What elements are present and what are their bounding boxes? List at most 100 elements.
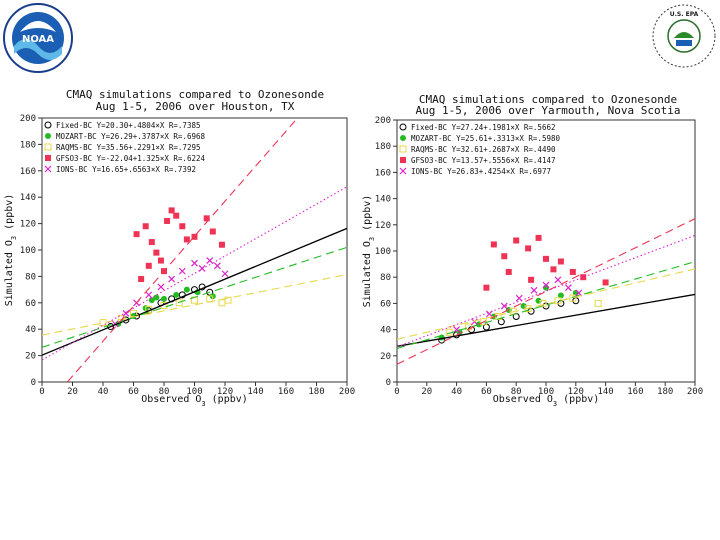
data-point-ions xyxy=(122,309,130,317)
data-point-fixed xyxy=(178,291,186,299)
data-point-gfso3 xyxy=(153,249,160,256)
x-tick-label: 100 xyxy=(538,387,554,397)
y-tick-label: 140 xyxy=(20,193,36,203)
epa-logo: U.S. EPA xyxy=(652,4,716,68)
data-point-gfso3 xyxy=(535,234,542,241)
y-tick-label: 60 xyxy=(25,299,36,309)
data-point-gfso3 xyxy=(580,274,587,281)
legend-entry-fixed: Fixed-BC Y=20.30+.4804×X R=.7385 xyxy=(56,121,201,130)
fit-line-ions xyxy=(42,186,347,361)
fit-line-fixed xyxy=(42,227,347,356)
data-point-ions xyxy=(471,318,478,326)
data-point-ions xyxy=(178,267,186,275)
data-point-gfso3 xyxy=(191,233,198,240)
data-point-ions xyxy=(554,276,562,284)
data-point-gfso3 xyxy=(164,217,171,224)
legend-entry-fixed: Fixed-BC Y=27.24+.1981×X R=.5662 xyxy=(411,123,556,132)
data-point-ions xyxy=(157,283,165,291)
y-tick-label: 100 xyxy=(375,247,391,257)
data-point-gfso3 xyxy=(179,223,186,230)
legend-entry-mozart: MOZART-BC Y=25.61+.3313×X R=.5980 xyxy=(411,134,560,143)
data-point-gfso3 xyxy=(173,212,180,219)
x-tick-label: 140 xyxy=(247,387,263,397)
data-point-gfso3 xyxy=(483,284,490,291)
legend-marker-gfso3 xyxy=(400,157,406,163)
data-point-ions xyxy=(213,262,221,270)
x-tick-label: 200 xyxy=(687,387,703,397)
legend-entry-raqms: RAQMS-BC Y=35.56+.2291×X R=.7295 xyxy=(56,143,201,152)
legend-entry-ions: IONS-BC Y=26.83+.4254×X R=.6977 xyxy=(411,167,551,176)
legend-marker-raqms xyxy=(44,143,52,151)
data-point-ions xyxy=(542,281,550,289)
y-tick-label: 200 xyxy=(20,114,36,124)
data-point-gfso3 xyxy=(209,228,216,235)
x-tick-label: 0 xyxy=(39,387,44,397)
data-point-fixed xyxy=(122,316,130,324)
data-point-fixed xyxy=(206,288,214,296)
y-tick-label: 160 xyxy=(20,167,36,177)
chart-title: CMAQ simulations compared to Ozonesonde xyxy=(419,93,677,106)
plot-content xyxy=(42,118,347,382)
data-point-gfso3 xyxy=(490,241,497,248)
data-point-gfso3 xyxy=(183,236,190,243)
data-point-raqms xyxy=(175,299,183,307)
plot-area xyxy=(396,119,696,383)
x-tick-label: 40 xyxy=(98,387,109,397)
legend-marker-gfso3 xyxy=(45,155,51,161)
data-point-gfso3 xyxy=(138,276,145,283)
epa-logo-text: U.S. EPA xyxy=(670,11,699,18)
x-tick-label: 160 xyxy=(627,387,643,397)
data-point-ions xyxy=(575,289,583,297)
data-point-ions xyxy=(221,270,229,278)
data-point-fixed xyxy=(107,323,115,331)
x-tick-label: 0 xyxy=(394,387,399,397)
y-tick-label: 160 xyxy=(375,168,391,178)
y-tick-label: 120 xyxy=(20,220,36,230)
y-tick-label: 180 xyxy=(20,140,36,150)
data-point-gfso3 xyxy=(557,258,564,265)
y-tick-label: 0 xyxy=(386,378,391,388)
fit-line-gfso3 xyxy=(397,218,695,365)
x-tick-label: 60 xyxy=(128,387,139,397)
x-tick-label: 180 xyxy=(657,387,673,397)
data-point-gfso3 xyxy=(148,239,155,246)
data-point-mozart xyxy=(161,295,167,302)
data-point-ions xyxy=(564,284,572,292)
data-point-ions xyxy=(168,275,176,283)
data-point-gfso3 xyxy=(543,255,549,262)
y-tick-label: 40 xyxy=(380,326,391,336)
legend-entry-raqms: RAQMS-BC Y=32.61+.2687×X R=.4490 xyxy=(411,145,556,154)
y-tick-label: 80 xyxy=(380,273,391,283)
chart-1: CMAQ simulations compared to OzonesondeA… xyxy=(4,88,355,408)
x-axis-label: Observed O3 (ppbv) xyxy=(493,394,600,408)
y-tick-label: 100 xyxy=(20,246,36,256)
data-point-gfso3 xyxy=(133,231,140,238)
y-tick-label: 120 xyxy=(375,221,391,231)
x-tick-label: 120 xyxy=(217,387,233,397)
data-point-raqms xyxy=(224,296,232,304)
x-axis-label: Observed O3 (ppbv) xyxy=(141,394,248,408)
data-point-mozart xyxy=(173,291,180,298)
data-point-gfso3 xyxy=(569,268,576,275)
legend-marker-fixed xyxy=(44,121,52,129)
data-point-ions xyxy=(206,257,214,264)
data-point-mozart xyxy=(153,294,160,301)
x-tick-label: 20 xyxy=(67,387,78,397)
data-point-ions xyxy=(453,326,461,334)
x-tick-label: 20 xyxy=(421,387,432,397)
y-tick-label: 200 xyxy=(375,116,391,126)
x-tick-label: 120 xyxy=(568,387,584,397)
x-tick-label: 160 xyxy=(278,387,294,397)
x-tick-label: 60 xyxy=(481,387,492,397)
noaa-logo-text: NOAA xyxy=(22,34,54,45)
x-tick-label: 80 xyxy=(511,387,522,397)
legend-marker-mozart xyxy=(400,135,406,141)
data-point-mozart xyxy=(183,286,190,293)
data-point-gfso3 xyxy=(501,253,508,260)
chart-title: CMAQ simulations compared to Ozonesonde xyxy=(66,88,324,101)
legend-entry-gfso3: GFSO3-BC Y=13.57+.5556×X R=.4147 xyxy=(411,156,556,165)
chart-subtitle: Aug 1-5, 2006 over Yarmouth, Nova Scotia xyxy=(416,104,681,117)
data-point-raqms xyxy=(539,299,547,307)
